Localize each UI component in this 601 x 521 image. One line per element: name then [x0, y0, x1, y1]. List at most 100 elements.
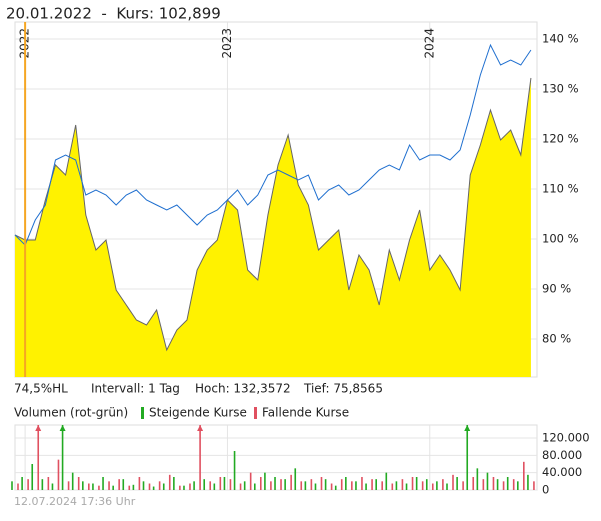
volume-bar [108, 481, 110, 490]
volume-bar [492, 477, 495, 490]
y-tick-label: 40.000 [542, 465, 582, 479]
header: 20.01.2022 - Kurs: 102,899 [6, 5, 221, 23]
volume-bar [17, 483, 19, 490]
volume-bar [77, 477, 80, 490]
y-tick-label: 130 % [542, 82, 579, 96]
volume-bar [102, 477, 104, 490]
volume-bar [203, 479, 206, 490]
volume-bar [355, 481, 357, 490]
volume-bar [446, 483, 448, 490]
volume-bar [345, 477, 347, 490]
volume-bar [183, 485, 185, 490]
volume-bar [391, 483, 394, 490]
volume-bar [314, 483, 317, 490]
price-area [15, 78, 531, 377]
y-tick-label: 80 % [542, 332, 571, 346]
volume-bar [502, 481, 505, 490]
volume-bar [304, 481, 307, 490]
volume-bar [425, 479, 428, 490]
volume-bar [472, 477, 475, 490]
volume-bar [375, 479, 377, 490]
volume-bar [229, 479, 232, 490]
volume-bar [193, 481, 195, 490]
volume-bar [71, 472, 74, 490]
volume-bar [152, 486, 155, 490]
price-line [14, 43, 532, 246]
volume-bar [11, 481, 13, 490]
volume-bar [168, 474, 171, 490]
volume-bar [330, 483, 333, 490]
legend-label: Fallende Kurse [262, 406, 349, 420]
volume-bar [142, 481, 145, 490]
price-line [14, 77, 532, 352]
volume-bar [290, 474, 292, 490]
volume-bar [405, 483, 408, 490]
volume-bar [324, 479, 327, 490]
volume-bar [385, 472, 388, 490]
clip-arrow [464, 425, 471, 431]
volume-bar [223, 477, 226, 490]
volume-bar [132, 484, 135, 490]
x-tick-label: 2023 [220, 28, 234, 59]
volume-bar [98, 485, 100, 490]
stat: Intervall: 1 Tag [91, 382, 180, 396]
volume-bar [415, 477, 418, 490]
volume-bar [88, 483, 90, 490]
volume-bar [259, 477, 262, 490]
volume-bar [334, 485, 337, 490]
volume-bar [512, 479, 515, 490]
legend-swatch [141, 407, 144, 419]
volume-bar [233, 451, 236, 490]
y-tick-label: 110 % [542, 182, 579, 196]
volume-bar [371, 479, 373, 490]
legend-label: Steigende Kurse [149, 406, 247, 420]
volume-bar [274, 477, 276, 490]
stat: 74,5%HL [14, 382, 68, 396]
volume-bar [365, 483, 367, 490]
volume-bar [253, 483, 256, 490]
volume-bar [340, 479, 343, 490]
volume-bar [452, 474, 454, 490]
volume-bar [179, 485, 181, 490]
volume-bar [249, 472, 252, 490]
volume-bar [138, 477, 141, 490]
volume-bar [21, 477, 23, 490]
volume-bar [310, 479, 313, 490]
volume-bar [527, 474, 529, 490]
volume-bar [51, 483, 54, 490]
clip-arrow [197, 425, 204, 431]
volume-bar [199, 425, 201, 490]
y-tick-label: 120.000 [542, 431, 590, 445]
volume-bar [31, 464, 34, 490]
volume-bar [466, 425, 469, 490]
volume-title: Volumen (rot-grün) [14, 406, 128, 420]
volume-bar [300, 481, 303, 490]
volume-bar [41, 479, 44, 490]
volume-bar [320, 477, 323, 490]
y-tick-label: 90 % [542, 282, 571, 296]
volume-bar [476, 468, 479, 490]
volume-bar [112, 485, 114, 490]
volume-bar [442, 479, 444, 490]
volume-frame [14, 424, 538, 491]
volume-bar [57, 459, 60, 490]
volume-bar [486, 472, 489, 490]
volume-bar [82, 481, 84, 490]
volume-bar [37, 425, 40, 490]
footer: 12.07.2024 17:36 Uhr [14, 495, 136, 508]
volume-bar [122, 479, 125, 490]
volume-bar [462, 481, 464, 490]
volume-bar [506, 477, 509, 490]
volume-bar [381, 481, 383, 490]
y-tick-label: 0 [542, 483, 549, 497]
y-tick-label: 120 % [542, 132, 579, 146]
x-tick-label: 2024 [422, 28, 436, 59]
volume-bar [213, 483, 216, 490]
volume-bar [27, 479, 29, 490]
volume-bar [128, 485, 131, 490]
volume-bar [264, 472, 266, 490]
volume-bar [67, 481, 70, 490]
volume-bar [421, 481, 424, 490]
volume-bar [118, 479, 120, 490]
